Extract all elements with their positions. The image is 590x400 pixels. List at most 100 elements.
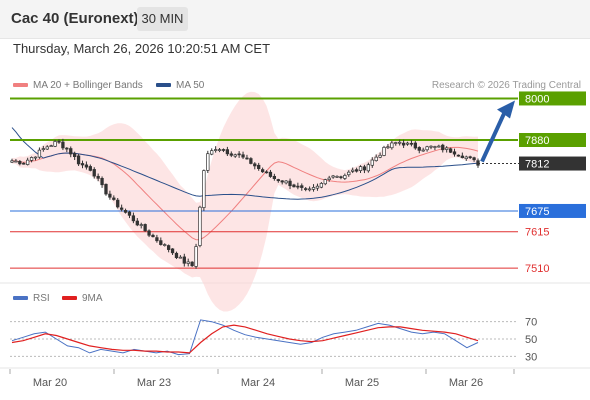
candle-body bbox=[339, 176, 343, 179]
candle-body bbox=[45, 146, 49, 150]
candle-body bbox=[33, 156, 38, 159]
candle-body bbox=[366, 164, 371, 172]
candle-body bbox=[143, 224, 147, 232]
x-label-mar-26: Mar 26 bbox=[449, 377, 483, 389]
candle-body bbox=[382, 146, 386, 156]
chart-header: Cac 40 (Euronext) 30 MIN bbox=[0, 0, 590, 39]
candle-body bbox=[178, 256, 183, 259]
candle-body bbox=[280, 180, 284, 183]
candle-body bbox=[429, 145, 433, 148]
candle-body bbox=[300, 185, 304, 188]
candle-body bbox=[147, 230, 151, 236]
candle-body bbox=[441, 144, 445, 151]
candle-body bbox=[116, 199, 120, 208]
ma50-line bbox=[11, 127, 479, 200]
legend-rsi-label: RSI bbox=[33, 293, 50, 304]
level-label-7675: 7675 bbox=[525, 206, 549, 218]
candle-body bbox=[123, 210, 128, 213]
candle-body bbox=[57, 140, 61, 143]
candles bbox=[10, 138, 480, 269]
candle-body bbox=[452, 151, 457, 155]
bollinger-band bbox=[12, 91, 478, 312]
candle-body bbox=[69, 148, 73, 155]
candle-body bbox=[127, 211, 132, 216]
candle-body bbox=[241, 154, 245, 158]
candle-body bbox=[100, 177, 104, 186]
legend-ma50: MA 50 bbox=[156, 80, 204, 91]
candle-body bbox=[425, 146, 429, 151]
rsi-tick-30: 30 bbox=[525, 351, 537, 363]
candle-body bbox=[174, 252, 179, 259]
rsi-line bbox=[11, 319, 479, 356]
candle-body bbox=[268, 171, 273, 177]
candle-body bbox=[464, 156, 468, 160]
legend-ma20: MA 20 + Bollinger Bands bbox=[13, 80, 143, 91]
candle-body bbox=[37, 149, 42, 158]
rsi-tick-50: 50 bbox=[525, 334, 537, 346]
candle-body bbox=[319, 183, 324, 188]
candle-body bbox=[29, 157, 34, 161]
candle-body bbox=[92, 169, 96, 177]
candle-body bbox=[362, 166, 367, 171]
ma50-swatch bbox=[156, 83, 171, 88]
candle-body bbox=[206, 153, 210, 171]
candle-body bbox=[249, 158, 253, 164]
candle-body bbox=[213, 149, 218, 151]
candle-body bbox=[292, 184, 296, 188]
candle-body bbox=[433, 146, 437, 148]
forecast-arrow-head bbox=[497, 100, 515, 119]
candle-body bbox=[170, 248, 175, 254]
candle-body bbox=[370, 159, 374, 166]
candle-body bbox=[358, 166, 363, 171]
legend-rsi: RSI bbox=[13, 293, 50, 304]
candle-body bbox=[311, 187, 316, 190]
candle-body bbox=[18, 161, 22, 165]
candle-body bbox=[53, 141, 57, 147]
candle-body bbox=[155, 237, 159, 242]
candle-body bbox=[374, 156, 378, 162]
level-label-7510: 7510 bbox=[525, 263, 549, 275]
level-box-7880 bbox=[519, 133, 586, 147]
rsi-tick-70: 70 bbox=[525, 317, 537, 329]
candle-body bbox=[413, 142, 417, 149]
candle-body bbox=[166, 245, 171, 250]
candle-body bbox=[460, 155, 464, 159]
candle-body bbox=[284, 180, 288, 184]
candle-body bbox=[272, 175, 277, 180]
candle-body bbox=[257, 164, 261, 169]
candle-body bbox=[198, 206, 202, 246]
candle-body bbox=[343, 175, 347, 179]
level-label-7880: 7880 bbox=[525, 135, 549, 147]
candle-body bbox=[151, 234, 155, 238]
candle-body bbox=[237, 153, 241, 156]
candle-body bbox=[437, 145, 441, 148]
legend-9ma: 9MA bbox=[62, 293, 103, 304]
candle-body bbox=[417, 147, 421, 151]
candle-body bbox=[119, 207, 124, 210]
candle-body bbox=[65, 147, 69, 150]
candle-body bbox=[76, 155, 81, 165]
level-box-8000 bbox=[519, 91, 586, 106]
ma9-swatch bbox=[62, 296, 77, 301]
candle-body bbox=[405, 142, 410, 145]
legend-ma50-label: MA 50 bbox=[176, 80, 205, 91]
candle-body bbox=[347, 171, 351, 176]
x-label-mar-23: Mar 23 bbox=[137, 377, 171, 389]
candle-body bbox=[386, 146, 390, 149]
candle-body bbox=[331, 175, 335, 178]
candle-body bbox=[409, 142, 414, 145]
candle-body bbox=[323, 179, 327, 185]
x-label-mar-20: Mar 20 bbox=[33, 377, 67, 389]
candle-body bbox=[456, 154, 461, 157]
candle-body bbox=[476, 160, 480, 166]
x-label-mar-25: Mar 25 bbox=[345, 377, 379, 389]
candle-body bbox=[96, 175, 100, 179]
candle-body bbox=[202, 170, 206, 208]
candle-body bbox=[354, 169, 359, 172]
candle-body bbox=[445, 147, 449, 150]
candle-body bbox=[276, 179, 280, 182]
candle-body bbox=[378, 154, 382, 158]
candle-body bbox=[401, 142, 406, 146]
interval-button[interactable]: 30 MIN bbox=[137, 7, 188, 31]
